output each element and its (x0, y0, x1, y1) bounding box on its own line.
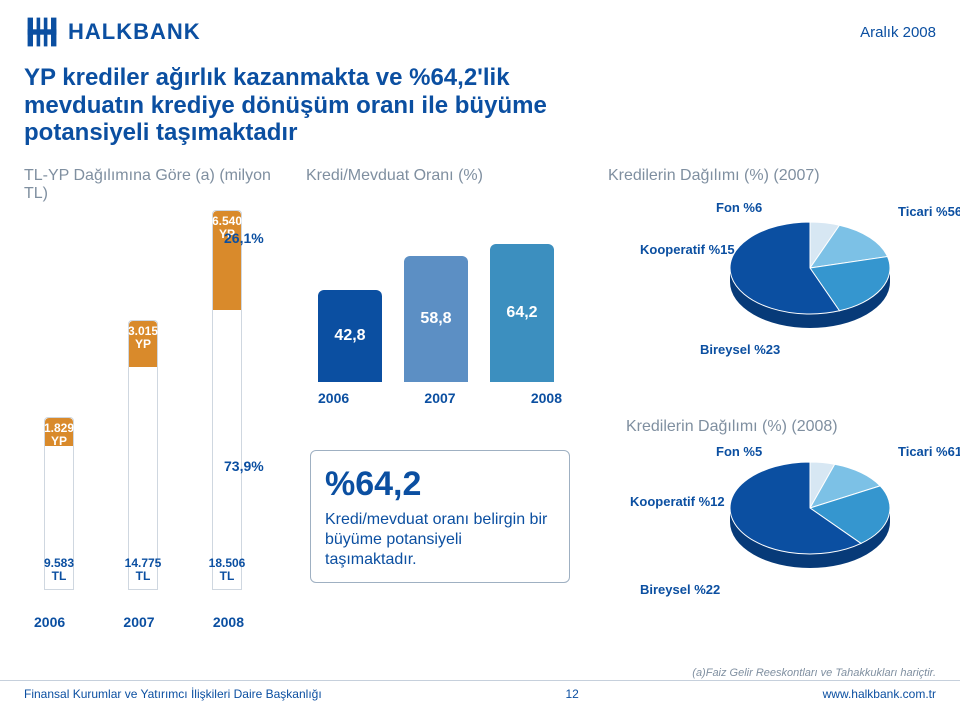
page-title: YP krediler ağırlık kazanmakta ve %64,2'… (0, 56, 640, 149)
halkbank-logo-icon (24, 14, 60, 50)
tl-label-2007: 14.775TL (118, 557, 168, 583)
mid-chart-years: 2006 2007 2008 (310, 390, 570, 406)
footer-left: Finansal Kurumlar ve Yatırımcı İlişkiler… (24, 687, 322, 701)
section-head-right: Kredilerin Dağılımı (%) (2007) (608, 167, 936, 203)
callout-text: Kredi/mevduat oranı belirgin bir büyüme … (325, 510, 555, 570)
yp-percent-label: 26,1% (224, 230, 264, 246)
pie-2007 (720, 210, 900, 330)
section-head-mid: Kredi/Mevduat Oranı (%) (306, 167, 586, 203)
ratio-year-2008: 2008 (531, 390, 562, 406)
pie2007-bireysel: Bireysel %23 (700, 342, 780, 357)
ratio-bar-2007: 58,8 (404, 256, 468, 382)
tl-label-2006: 9.583TL (34, 557, 84, 583)
ratio-bar-2006: 42,8 (318, 290, 382, 382)
tl-percent-label: 73,9% (224, 458, 264, 474)
report-date: Aralık 2008 (860, 24, 936, 41)
bar-2007: 3.015YP14.775TL (128, 320, 158, 590)
pie-2008 (720, 450, 900, 570)
footer-page: 12 (565, 687, 578, 701)
pie2007-ticari: Ticari %56 (898, 204, 960, 219)
yp-label-2007: 3.015YP (118, 325, 168, 351)
brand-name: HALKBANK (68, 19, 201, 45)
callout-box: %64,2 Kredi/mevduat oranı belirgin bir b… (310, 450, 570, 583)
pie2007-koop: Kooperatif %15 (640, 242, 735, 257)
pie2007-fon: Fon %6 (716, 200, 762, 215)
yp-label-2006: 1.829YP (34, 422, 84, 448)
ratio-year-2006: 2006 (318, 390, 349, 406)
ratio-label-2007: 58,8 (420, 310, 451, 328)
section-head-left: TL-YP Dağılımına Göre (a) (milyon TL) (24, 167, 284, 203)
pie2008-title: Kredilerin Dağılımı (%) (2008) (626, 418, 838, 436)
pie2008-ticari: Ticari %61 (898, 444, 960, 459)
header: HALKBANK Aralık 2008 (0, 0, 960, 56)
section-headers: TL-YP Dağılımına Göre (a) (milyon TL) Kr… (0, 149, 960, 207)
footnote: (a)Faiz Gelir Reeskontları ve Tahakkukla… (692, 667, 936, 679)
pie2008-koop: Kooperatif %12 (630, 494, 725, 509)
pie2008-fon: Fon %5 (716, 444, 762, 459)
footer: Finansal Kurumlar ve Yatırımcı İlişkiler… (0, 680, 960, 707)
callout-big: %64,2 (325, 465, 555, 504)
tl-yp-bar-chart: 1.829YP9.583TL3.015YP14.775TL6.540YP18.5… (24, 210, 284, 520)
footer-right: www.halkbank.com.tr (823, 687, 936, 701)
ratio-bar-2008: 64,2 (490, 244, 554, 382)
ratio-bar-chart: 42,8 58,8 64,2 2006 2007 2008 (310, 226, 600, 406)
brand-logo: HALKBANK (24, 14, 201, 50)
bar-2008: 6.540YP18.506TL (212, 210, 242, 590)
ratio-label-2008: 64,2 (506, 304, 537, 322)
ratio-year-2007: 2007 (424, 390, 455, 406)
pie2008-bireysel: Bireysel %22 (640, 582, 720, 597)
tl-label-2008: 18.506TL (202, 557, 252, 583)
ratio-label-2006: 42,8 (334, 327, 365, 345)
bar-2006: 1.829YP9.583TL (44, 417, 74, 590)
